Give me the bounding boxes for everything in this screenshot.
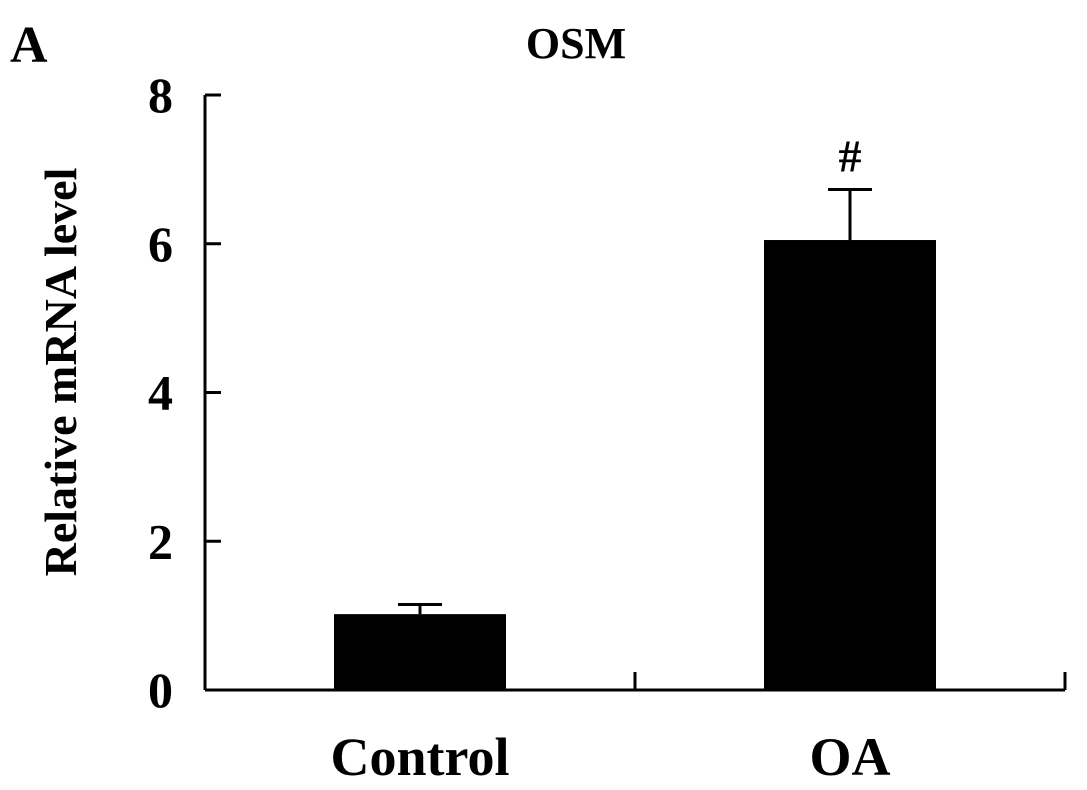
significance-marker: # <box>839 130 862 181</box>
y-tick-label-0: 0 <box>148 662 173 718</box>
chart-title: OSM <box>526 19 626 68</box>
y-tick-label-2: 2 <box>148 513 173 569</box>
bars: Control OA # <box>330 130 936 787</box>
x-tick-label-oa: OA <box>810 727 891 787</box>
y-axis-label: Relative mRNA level <box>35 168 86 577</box>
panel-label: A <box>10 17 48 74</box>
y-tick-label-6: 6 <box>148 216 173 272</box>
bar-control <box>334 614 506 690</box>
y-tick-label-4: 4 <box>148 365 173 421</box>
y-tick-label-8: 8 <box>148 67 173 123</box>
bar-oa <box>764 240 936 690</box>
x-tick-label-control: Control <box>330 727 509 787</box>
